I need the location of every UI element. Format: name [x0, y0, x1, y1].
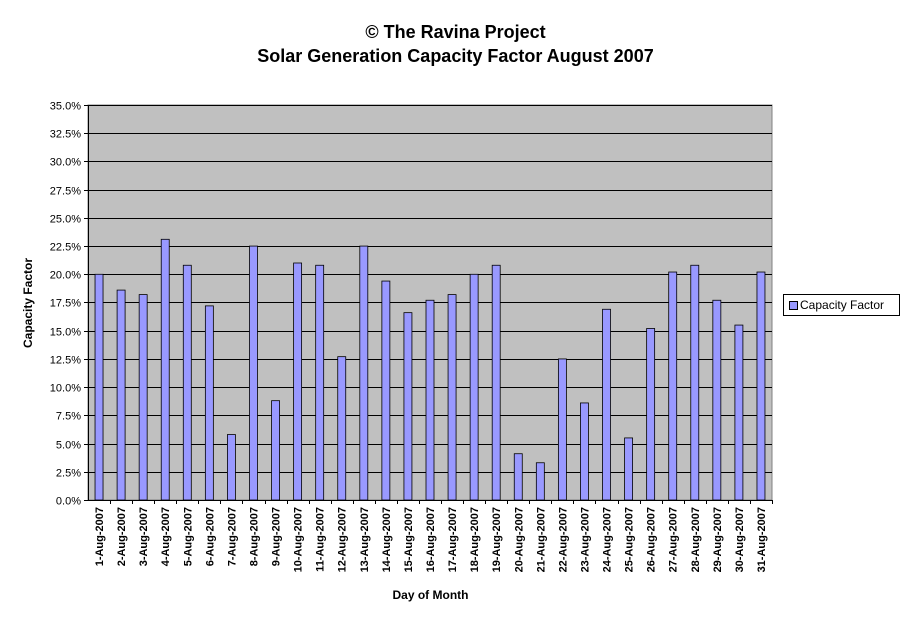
chart-subtitle: Solar Generation Capacity Factor August …	[257, 46, 654, 66]
y-tick-label: 7.5%	[56, 411, 81, 423]
y-tick-label: 12.5%	[50, 355, 81, 367]
bar	[381, 280, 391, 501]
y-tick-label: 10.0%	[50, 383, 81, 395]
x-tick-label: 8-Aug-2007	[248, 507, 260, 566]
x-tick-label: 2-Aug-2007	[116, 507, 128, 566]
bar	[602, 308, 611, 501]
y-tick-label: 25.0%	[50, 214, 81, 226]
bar	[293, 262, 303, 501]
x-tick-label: 29-Aug-2007	[712, 507, 724, 572]
x-tick-label: 30-Aug-2007	[734, 507, 746, 572]
y-tick-label: 2.5%	[56, 468, 81, 480]
y-tick-label: 5.0%	[56, 440, 81, 452]
bar	[469, 273, 479, 501]
chart-title: © The Ravina Project	[365, 22, 546, 42]
x-tick-label: 6-Aug-2007	[204, 507, 216, 566]
x-tick-label: 24-Aug-2007	[602, 507, 614, 572]
x-tick-label: 11-Aug-2007	[315, 507, 327, 572]
bar	[425, 299, 435, 501]
y-tick-label: 15.0%	[50, 327, 81, 339]
y-tick-label: 0.0%	[56, 496, 81, 508]
bar	[116, 289, 126, 501]
bar	[315, 264, 325, 501]
x-tick-label: 14-Aug-2007	[381, 507, 393, 572]
y-tick-label: 22.5%	[50, 242, 81, 254]
bar	[557, 358, 567, 501]
bar	[227, 434, 236, 501]
x-tick-label: 7-Aug-2007	[226, 507, 238, 566]
bar	[182, 264, 192, 501]
x-tick-label: 23-Aug-2007	[579, 507, 591, 572]
bar	[94, 273, 104, 501]
x-tick-label: 21-Aug-2007	[535, 507, 547, 572]
bar	[734, 324, 744, 501]
bar	[513, 453, 523, 501]
x-tick-label: 10-Aug-2007	[293, 507, 305, 572]
x-tick-label: 1-Aug-2007	[94, 507, 106, 566]
x-tick-label: 31-Aug-2007	[756, 507, 768, 572]
bar	[138, 294, 148, 501]
x-axis-title: Day of Month	[392, 588, 469, 602]
x-tick-label: 26-Aug-2007	[646, 507, 658, 572]
x-tick-label: 22-Aug-2007	[557, 507, 569, 572]
bar	[249, 245, 258, 501]
bar	[580, 402, 589, 501]
bar	[204, 305, 214, 501]
x-tick-label: 13-Aug-2007	[359, 507, 371, 572]
x-tick-label: 16-Aug-2007	[425, 507, 437, 572]
x-tick-label: 27-Aug-2007	[668, 507, 680, 572]
x-tick-label: 12-Aug-2007	[337, 507, 349, 572]
bar	[491, 264, 501, 501]
x-tick-label: 28-Aug-2007	[690, 507, 702, 572]
legend: Capacity Factor	[783, 294, 900, 316]
y-tick-label: 35.0%	[50, 101, 81, 113]
bar	[535, 462, 545, 501]
y-axis-title: Capacity Factor	[21, 257, 35, 349]
x-tick-label: 19-Aug-2007	[491, 507, 503, 572]
bar	[668, 271, 678, 501]
y-tick-label: 20.0%	[50, 270, 81, 282]
x-tick-label: 17-Aug-2007	[447, 507, 459, 572]
x-tick-label: 25-Aug-2007	[624, 507, 636, 572]
x-tick-label: 15-Aug-2007	[403, 507, 415, 572]
y-tick-label: 32.5%	[50, 129, 81, 141]
bar	[624, 437, 633, 501]
legend-label-capacity-factor: Capacity Factor	[800, 298, 885, 312]
y-tick-label: 30.0%	[50, 157, 81, 169]
x-tick-label: 9-Aug-2007	[271, 507, 283, 566]
bar	[756, 271, 766, 501]
bar	[359, 245, 369, 501]
bar	[690, 264, 700, 501]
bar	[403, 312, 413, 501]
y-tick-label: 17.5%	[50, 298, 81, 310]
x-tick-label: 5-Aug-2007	[182, 507, 194, 566]
legend-swatch-capacity-factor	[789, 301, 798, 310]
bar	[337, 356, 347, 501]
bar	[160, 238, 170, 501]
bar	[271, 400, 280, 501]
x-tick-label: 3-Aug-2007	[138, 507, 150, 566]
x-tick-label: 20-Aug-2007	[513, 507, 525, 572]
bar	[646, 328, 656, 501]
x-tick-label: 4-Aug-2007	[160, 507, 172, 566]
x-tick-label: 18-Aug-2007	[469, 507, 481, 572]
bar	[447, 294, 457, 501]
bar	[712, 299, 722, 501]
y-tick-label: 27.5%	[50, 186, 81, 198]
